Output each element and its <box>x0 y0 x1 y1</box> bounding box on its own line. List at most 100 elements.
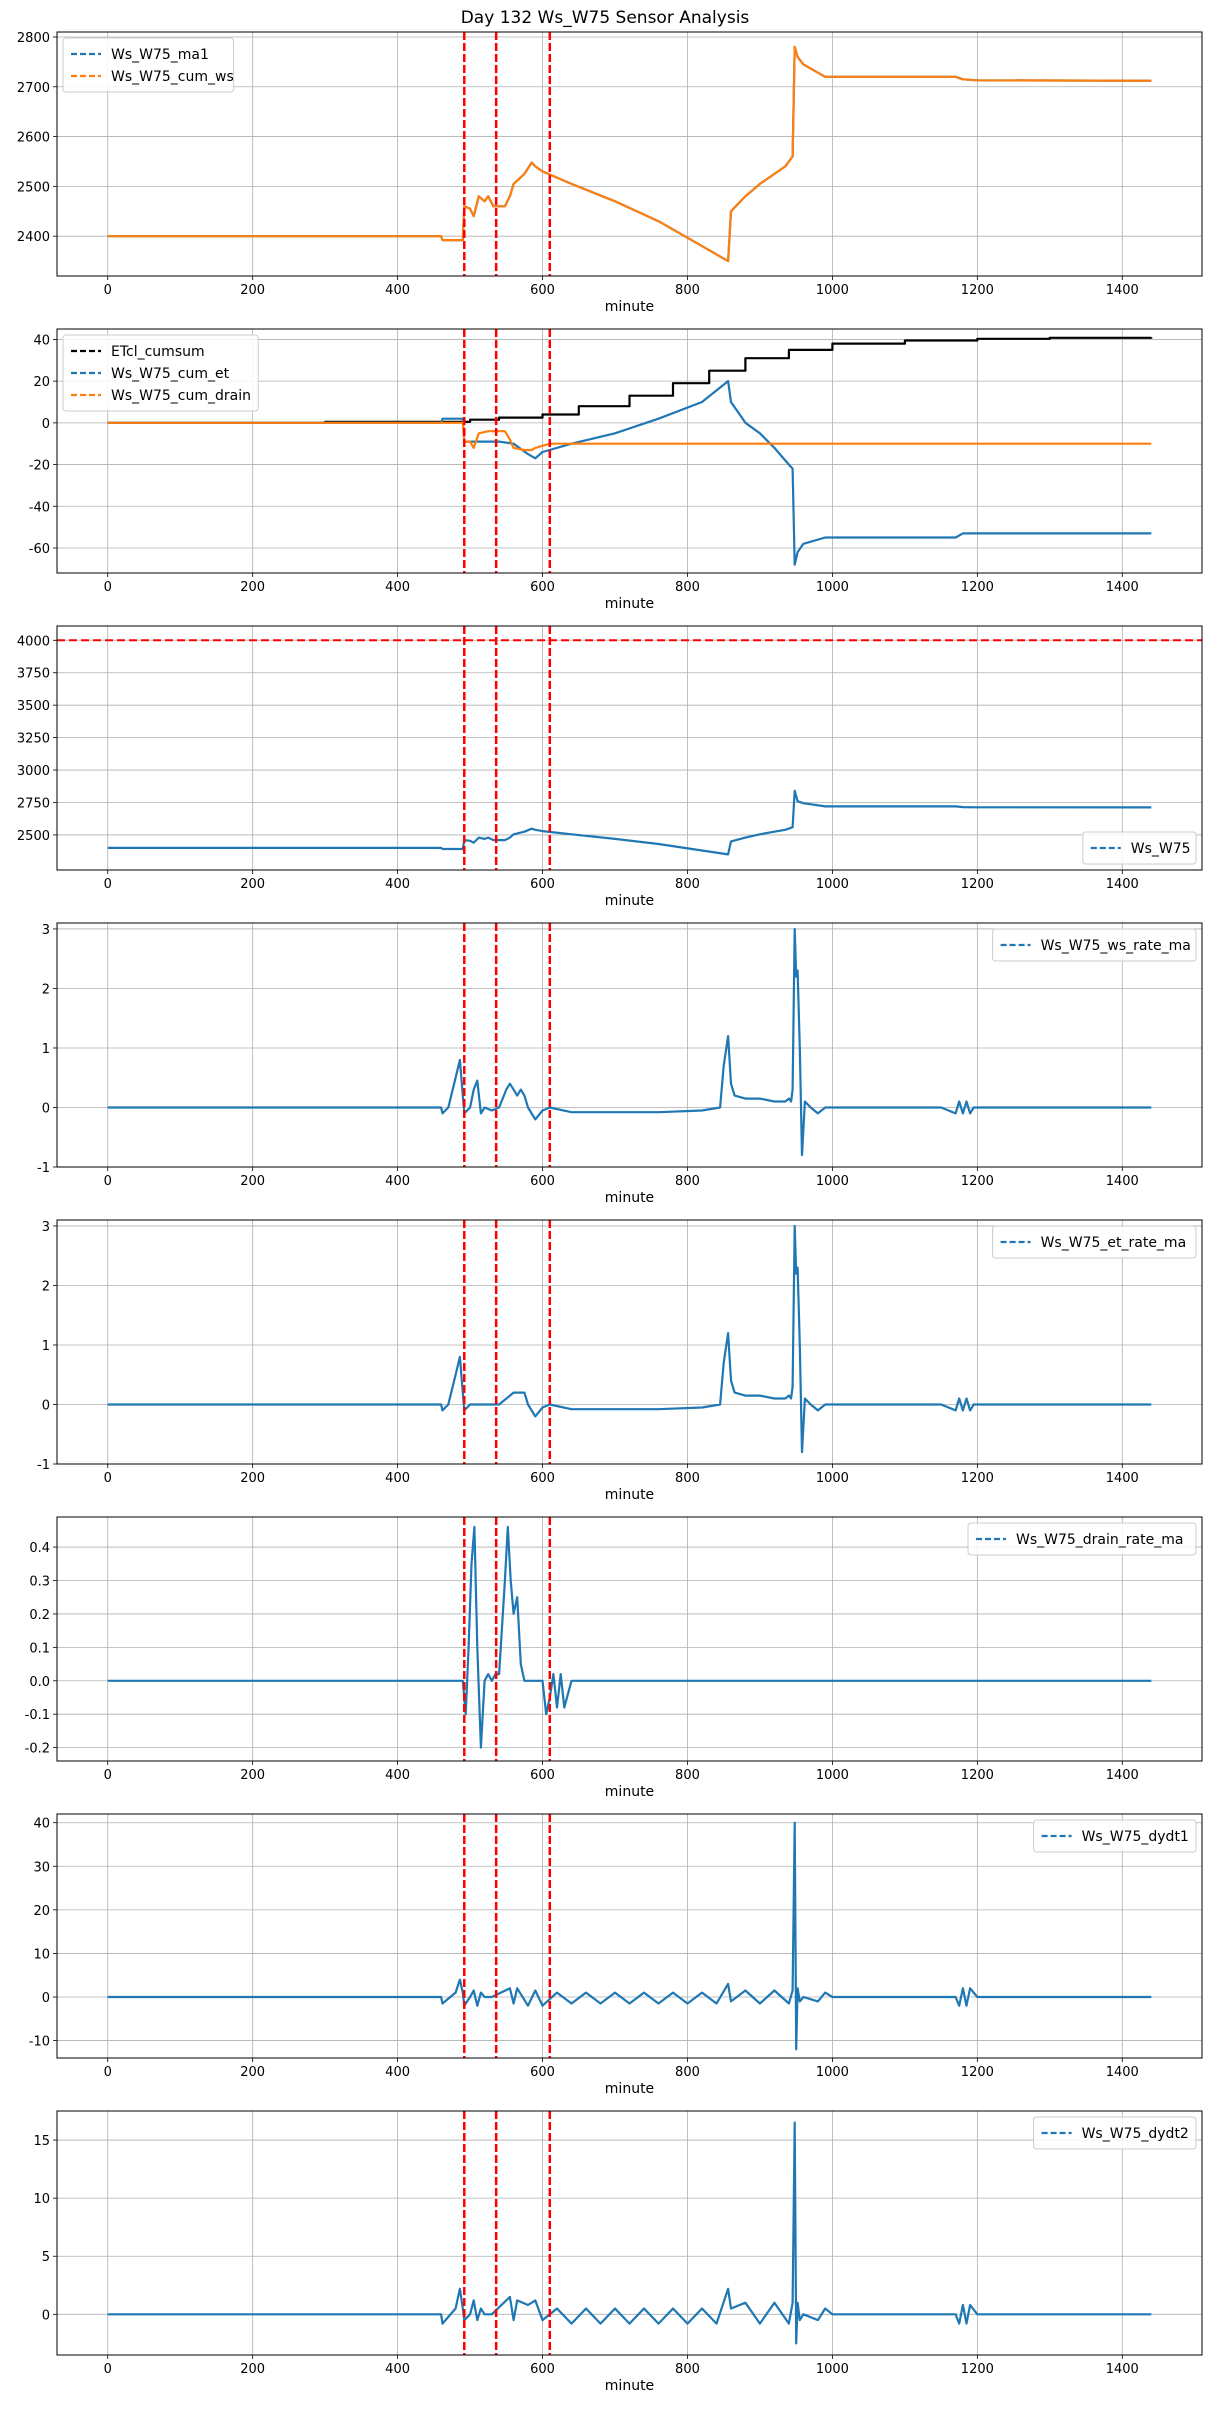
x-tick-label: 800 <box>675 283 700 298</box>
x-tick-label: 200 <box>240 2362 265 2377</box>
y-tick-label: 2400 <box>17 230 50 245</box>
x-tick-label: 1200 <box>961 580 994 595</box>
series-line-Ws_W75 <box>107 789 1152 856</box>
y-tick-label: -10 <box>29 2035 50 2050</box>
x-tick-label: 600 <box>530 283 555 298</box>
x-tick-label: 600 <box>530 2065 555 2080</box>
plot-area <box>107 32 1152 276</box>
x-tick-label: 1200 <box>961 283 994 298</box>
legend: Ws_W75_drain_rate_ma <box>967 1522 1197 1556</box>
y-tick-label: 15 <box>33 2134 50 2149</box>
y-tick-label: -60 <box>29 542 50 557</box>
x-tick-label: 0 <box>104 2065 112 2080</box>
x-tick-label: 400 <box>385 1471 410 1486</box>
y-tick-label: 0 <box>42 1398 50 1413</box>
plot-area <box>57 626 1202 870</box>
y-tick-label: 20 <box>33 1904 50 1919</box>
y-tick-label: -40 <box>29 500 50 515</box>
y-tick-label: 2700 <box>17 81 50 96</box>
x-tick-label: 200 <box>240 1768 265 1783</box>
series-line-Ws_W75_cum_et <box>107 380 1152 566</box>
y-tick-label: 2 <box>42 982 50 997</box>
x-tick-label: 0 <box>104 283 112 298</box>
plot-area <box>107 1517 1152 1761</box>
y-tick-label: 3750 <box>17 667 50 682</box>
legend: Ws_W75_ma1 Ws_W75_cum_ws <box>62 37 235 93</box>
x-axis-label: minute <box>605 1190 654 1206</box>
x-tick-label: 200 <box>240 580 265 595</box>
plot-area <box>107 923 1152 1167</box>
x-tick-label: 1000 <box>816 2065 849 2080</box>
series-line-ETcl_cumsum <box>107 336 1153 424</box>
y-tick-label: 0 <box>42 2308 50 2323</box>
legend-box <box>62 37 235 93</box>
x-tick-label: 200 <box>240 1174 265 1189</box>
legend-label: Ws_W75_dydt1 <box>1082 1829 1189 1845</box>
series-line-Ws_W75_ws_rate_ma <box>107 927 1152 1157</box>
series-line-Ws_W75_et_rate_ma <box>107 1224 1152 1454</box>
legend-box <box>992 928 1197 962</box>
legend-label: Ws_W75_ma1 <box>111 47 209 63</box>
y-tick-label: -1 <box>37 1458 50 1473</box>
legend-label: ETcl_cumsum <box>111 344 205 360</box>
y-tick-label: 20 <box>33 375 50 390</box>
axes-frame <box>56 1219 1203 1465</box>
legend-label: Ws_W75_cum_et <box>111 366 230 382</box>
series-line-Ws_W75_cum_drain <box>107 421 1152 452</box>
x-tick-label: 1400 <box>1106 877 1139 892</box>
y-tick-label: 2500 <box>17 180 50 195</box>
legend: Ws_W75_dydt1 <box>1033 1819 1197 1853</box>
subplot-2: 0 200 400 600 800 1000 1200 1400 -60 -40 -20 0 20 40 m… <box>29 328 1203 612</box>
legend-box <box>967 1522 1197 1556</box>
legend: Ws_W75 <box>1082 831 1197 865</box>
y-tick-label: 10 <box>33 1947 50 1962</box>
axes-frame <box>56 1813 1203 2059</box>
plot-area <box>107 329 1153 573</box>
subplot-7: 0 200 400 600 800 1000 1200 1400 -10 0 10 20 30 40 min… <box>29 1813 1203 2097</box>
y-tick-label: 1 <box>42 1042 50 1057</box>
x-tick-label: 400 <box>385 2362 410 2377</box>
plot-area <box>107 1220 1152 1464</box>
x-tick-label: 600 <box>530 2362 555 2377</box>
y-tick-label: 0.0 <box>29 1675 50 1690</box>
y-tick-label: 3500 <box>17 699 50 714</box>
y-tick-label: 2800 <box>17 31 50 46</box>
axes-frame <box>56 1516 1203 1762</box>
y-tick-label: 2750 <box>17 797 50 812</box>
x-tick-label: 400 <box>385 877 410 892</box>
legend-box <box>1033 2116 1197 2150</box>
x-tick-label: 400 <box>385 580 410 595</box>
x-tick-label: 1200 <box>961 1174 994 1189</box>
x-tick-label: 1000 <box>816 1471 849 1486</box>
y-tick-label: -1 <box>37 1161 50 1176</box>
legend-box <box>62 334 259 412</box>
plot-area <box>107 2111 1152 2355</box>
y-tick-label: 0.2 <box>29 1608 50 1623</box>
legend-label: Ws_W75_dydt2 <box>1082 2126 1189 2142</box>
y-tick-label: 0 <box>42 1101 50 1116</box>
y-tick-label: 10 <box>33 2192 50 2207</box>
legend: Ws_W75_dydt2 <box>1033 2116 1197 2150</box>
series-line-Ws_W75_dydt2 <box>107 2121 1152 2345</box>
x-axis-label: minute <box>605 299 654 315</box>
x-tick-label: 800 <box>675 1471 700 1486</box>
x-tick-label: 400 <box>385 2065 410 2080</box>
x-tick-label: 1200 <box>961 2362 994 2377</box>
subplot-1: 0 200 400 600 800 1000 1200 1400 2400 2500 2600 270… <box>17 31 1203 315</box>
y-tick-label: 0.4 <box>29 1541 50 1556</box>
x-tick-label: 1400 <box>1106 2362 1139 2377</box>
series-line-Ws_W75_drain_rate_ma <box>107 1525 1152 1749</box>
y-tick-label: 4000 <box>17 634 50 649</box>
series-line-Ws_W75_dydt1 <box>107 1821 1152 2051</box>
x-tick-label: 800 <box>675 2065 700 2080</box>
y-tick-label: 0 <box>42 417 50 432</box>
x-tick-label: 1400 <box>1106 580 1139 595</box>
x-tick-label: 400 <box>385 283 410 298</box>
y-tick-label: 0 <box>42 1991 50 2006</box>
x-tick-label: 1400 <box>1106 1174 1139 1189</box>
legend-label: Ws_W75_cum_ws <box>111 69 234 85</box>
x-tick-label: 0 <box>104 1471 112 1486</box>
x-axis-label: minute <box>605 1487 654 1503</box>
x-tick-label: 0 <box>104 1174 112 1189</box>
